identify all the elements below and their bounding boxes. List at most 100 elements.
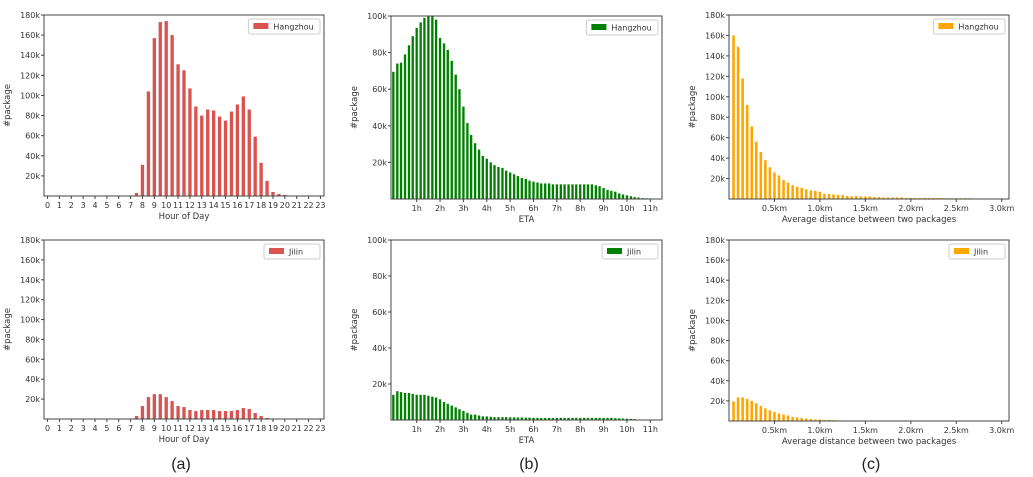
bar <box>206 410 210 419</box>
x-tick-label: 19 <box>268 201 278 210</box>
bar <box>598 186 601 199</box>
x-tick-label: 5 <box>104 424 109 433</box>
bar <box>909 197 913 199</box>
bar <box>516 417 520 420</box>
bar <box>434 19 438 199</box>
panel-caption: (b) <box>519 456 539 473</box>
bar <box>431 396 434 420</box>
legend-label: Jilin <box>626 248 641 257</box>
bar <box>450 60 453 200</box>
x-tick-label: 6h <box>528 425 538 434</box>
bar <box>895 197 899 199</box>
bar <box>528 180 531 199</box>
bar <box>732 35 735 199</box>
bar <box>235 410 240 419</box>
bar <box>755 141 758 199</box>
bar <box>809 190 813 199</box>
bar <box>170 35 174 196</box>
x-tick-label: 7 <box>128 201 133 210</box>
x-tick-label: 12 <box>185 201 195 210</box>
bar <box>836 194 840 199</box>
x-tick-label: 8 <box>140 201 145 210</box>
bar <box>625 195 629 199</box>
plot-frame <box>728 14 1010 200</box>
bar <box>563 184 566 199</box>
bar <box>493 417 496 420</box>
y-tick-label: 120k <box>705 296 725 305</box>
bar <box>610 190 613 199</box>
bar <box>629 196 633 199</box>
chart-distance-jilin: 20k 40k 60k 80k 100k 120k 140k 160k 180k 0.5km 1.0… <box>688 236 1015 447</box>
bar <box>606 417 609 420</box>
bar <box>563 417 566 420</box>
x-tick-label: 16 <box>232 424 242 433</box>
x-tick-label: 2.5km <box>944 204 969 213</box>
x-tick-label: 17 <box>244 201 254 210</box>
x-tick-label: 4h <box>482 425 492 434</box>
x-tick-label: 1.5km <box>853 204 878 213</box>
bar <box>176 406 180 419</box>
bar <box>431 16 434 199</box>
bar <box>223 411 228 419</box>
bar <box>407 393 411 420</box>
bar <box>618 418 621 420</box>
bar <box>140 164 145 196</box>
bar <box>814 419 817 421</box>
bar <box>520 417 523 420</box>
bar <box>446 403 449 420</box>
bar <box>809 418 813 421</box>
chart-eta-jilin: 20k 40k 60k 80k 100k 1h 2h 3h 4h 5h 6h 7h 8h 9h 10h 11h… <box>350 236 663 446</box>
y-axis-label: #package <box>350 308 360 351</box>
plot-frame <box>390 15 663 200</box>
bar <box>800 417 803 421</box>
y-axis-label: #package <box>688 85 698 128</box>
bar <box>936 197 940 199</box>
x-tick-label: 20 <box>280 201 290 210</box>
bar <box>621 194 625 199</box>
bar <box>253 413 257 419</box>
bar <box>438 399 442 420</box>
bar <box>458 409 461 420</box>
bar <box>223 120 228 196</box>
y-axis-label: #package <box>350 86 360 129</box>
bar <box>602 417 605 420</box>
x-tick-label: 7 <box>128 424 133 433</box>
bar <box>841 194 844 199</box>
y-tick-label: 40k <box>710 377 725 386</box>
y-tick-label: 20k <box>372 158 387 167</box>
bar <box>212 410 216 419</box>
bar <box>551 184 555 199</box>
x-tick-label: 1 <box>57 424 62 433</box>
bar <box>586 417 590 420</box>
bar <box>407 45 411 199</box>
y-axis-label: #package <box>688 309 698 352</box>
bar <box>583 417 586 420</box>
y-tick-label: 140k <box>705 276 725 285</box>
bar <box>489 162 492 199</box>
bar <box>536 417 539 420</box>
legend: Jilin <box>263 243 321 260</box>
bar <box>755 403 758 421</box>
x-tick-label: 23 <box>315 424 325 433</box>
bar <box>505 417 508 420</box>
x-tick-label: 4h <box>482 204 492 213</box>
bar <box>745 398 749 421</box>
bar <box>864 196 867 199</box>
bar <box>777 175 781 199</box>
y-tick-label: 80k <box>372 49 387 58</box>
bar <box>392 71 395 199</box>
bar <box>590 184 594 199</box>
bar <box>610 417 613 420</box>
bar <box>485 416 488 420</box>
y-tick-label: 180k <box>705 236 725 245</box>
bar <box>396 391 399 420</box>
bar <box>544 183 547 199</box>
bar <box>512 174 516 199</box>
x-tick-label: 1 <box>57 201 62 210</box>
legend-box <box>932 18 1006 35</box>
bar <box>750 126 753 199</box>
bar <box>469 134 473 199</box>
bar <box>918 197 922 199</box>
y-tick-label: 20k <box>710 397 725 406</box>
